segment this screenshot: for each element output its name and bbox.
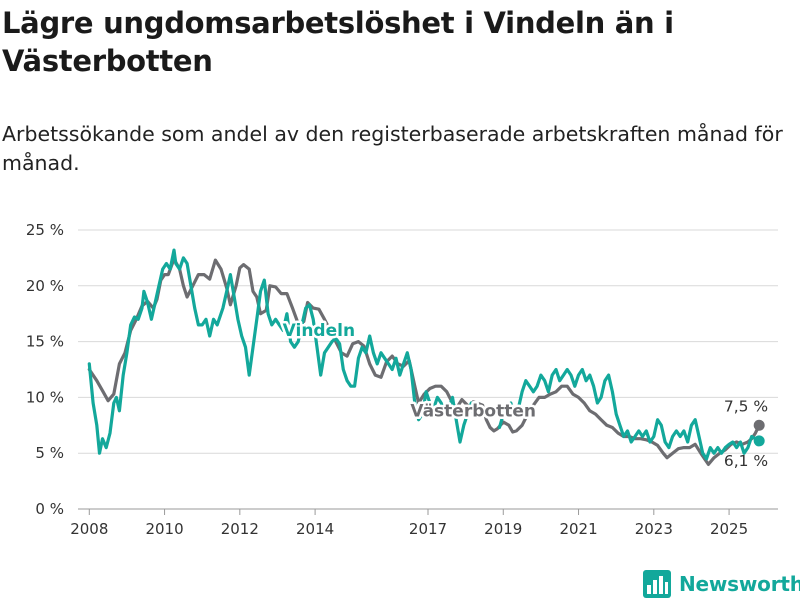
y-tick-label: 0 % <box>35 500 64 518</box>
series-label-halo: Vindeln <box>283 321 355 341</box>
x-tick-label: 2019 <box>484 520 522 538</box>
x-tick-label: 2025 <box>710 520 748 538</box>
end-point-vindeln <box>753 435 765 447</box>
y-tick-label: 5 % <box>35 444 64 462</box>
end-label-vindeln: 6,1 % <box>724 452 768 470</box>
chart-subtitle: Arbetssökande som andel av den registerb… <box>2 122 783 175</box>
y-tick-label: 15 % <box>26 333 64 351</box>
series-lines <box>87 248 765 466</box>
gridlines <box>78 229 778 510</box>
end-label-vasterbotten: 7,5 % <box>724 397 768 415</box>
bar-chart-logo-icon <box>643 570 671 598</box>
x-tick-label: 2012 <box>221 520 259 538</box>
series-label-vasterbotten: Västerbotten <box>410 401 536 421</box>
y-tick-label: 25 % <box>26 221 64 239</box>
x-axis: 2008 2010 2012 2014 2017 2019 2021 2023 2025 <box>70 509 748 538</box>
brand-name: Newsworthy <box>679 572 800 596</box>
newsworthy-logo: Newsworthy <box>643 568 800 600</box>
chart-title: Lägre ungdomsarbetslöshet i Vindeln än i… <box>2 6 674 78</box>
x-tick-label: 2010 <box>145 520 183 538</box>
series-label-vindeln: Vindeln <box>283 321 355 341</box>
x-tick-label: 2008 <box>70 520 108 538</box>
y-tick-label: 20 % <box>26 277 64 295</box>
end-point-vasterbotten <box>753 419 765 431</box>
x-tick-label: 2017 <box>409 520 447 538</box>
series-line-vindeln <box>87 248 475 455</box>
x-tick-label: 2023 <box>635 520 673 538</box>
series-line-vindeln-late <box>497 367 761 461</box>
x-tick-label: 2021 <box>559 520 597 538</box>
series-line-vasterbotten <box>87 257 761 466</box>
x-tick-label: 2014 <box>296 520 334 538</box>
series-label-halo: Västerbotten <box>410 401 536 421</box>
y-tick-label: 10 % <box>26 388 64 406</box>
y-axis: 0 % 5 % 10 % 15 % 20 % 25 % <box>26 221 64 518</box>
